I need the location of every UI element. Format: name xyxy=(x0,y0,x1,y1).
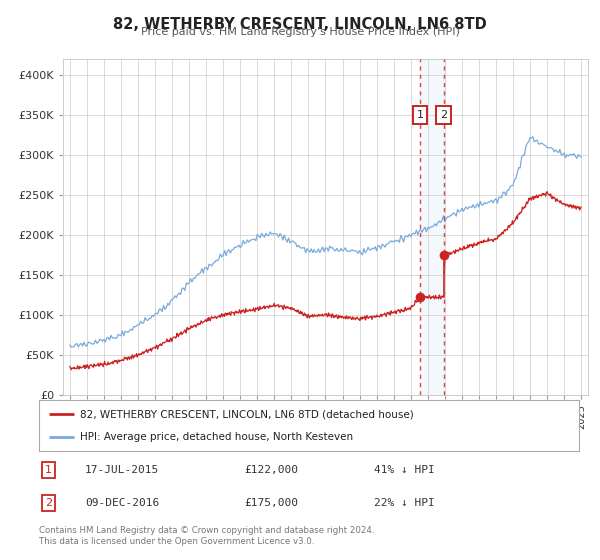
Text: £175,000: £175,000 xyxy=(244,498,298,508)
Text: HPI: Average price, detached house, North Kesteven: HPI: Average price, detached house, Nort… xyxy=(79,432,353,442)
Text: 82, WETHERBY CRESCENT, LINCOLN, LN6 8TD: 82, WETHERBY CRESCENT, LINCOLN, LN6 8TD xyxy=(113,17,487,32)
Text: 22% ↓ HPI: 22% ↓ HPI xyxy=(374,498,434,508)
Text: 17-JUL-2015: 17-JUL-2015 xyxy=(85,465,159,475)
Text: 41% ↓ HPI: 41% ↓ HPI xyxy=(374,465,434,475)
Text: Contains HM Land Registry data © Crown copyright and database right 2024.
This d: Contains HM Land Registry data © Crown c… xyxy=(39,526,374,546)
Bar xyxy=(420,59,443,395)
Text: Price paid vs. HM Land Registry's House Price Index (HPI): Price paid vs. HM Land Registry's House … xyxy=(140,27,460,38)
Text: 82, WETHERBY CRESCENT, LINCOLN, LN6 8TD (detached house): 82, WETHERBY CRESCENT, LINCOLN, LN6 8TD … xyxy=(79,409,413,419)
Text: 1: 1 xyxy=(45,465,52,475)
Text: 09-DEC-2016: 09-DEC-2016 xyxy=(85,498,159,508)
Text: 1: 1 xyxy=(416,110,424,120)
Text: 2: 2 xyxy=(440,110,447,120)
Text: £122,000: £122,000 xyxy=(244,465,298,475)
Text: 2: 2 xyxy=(45,498,52,508)
